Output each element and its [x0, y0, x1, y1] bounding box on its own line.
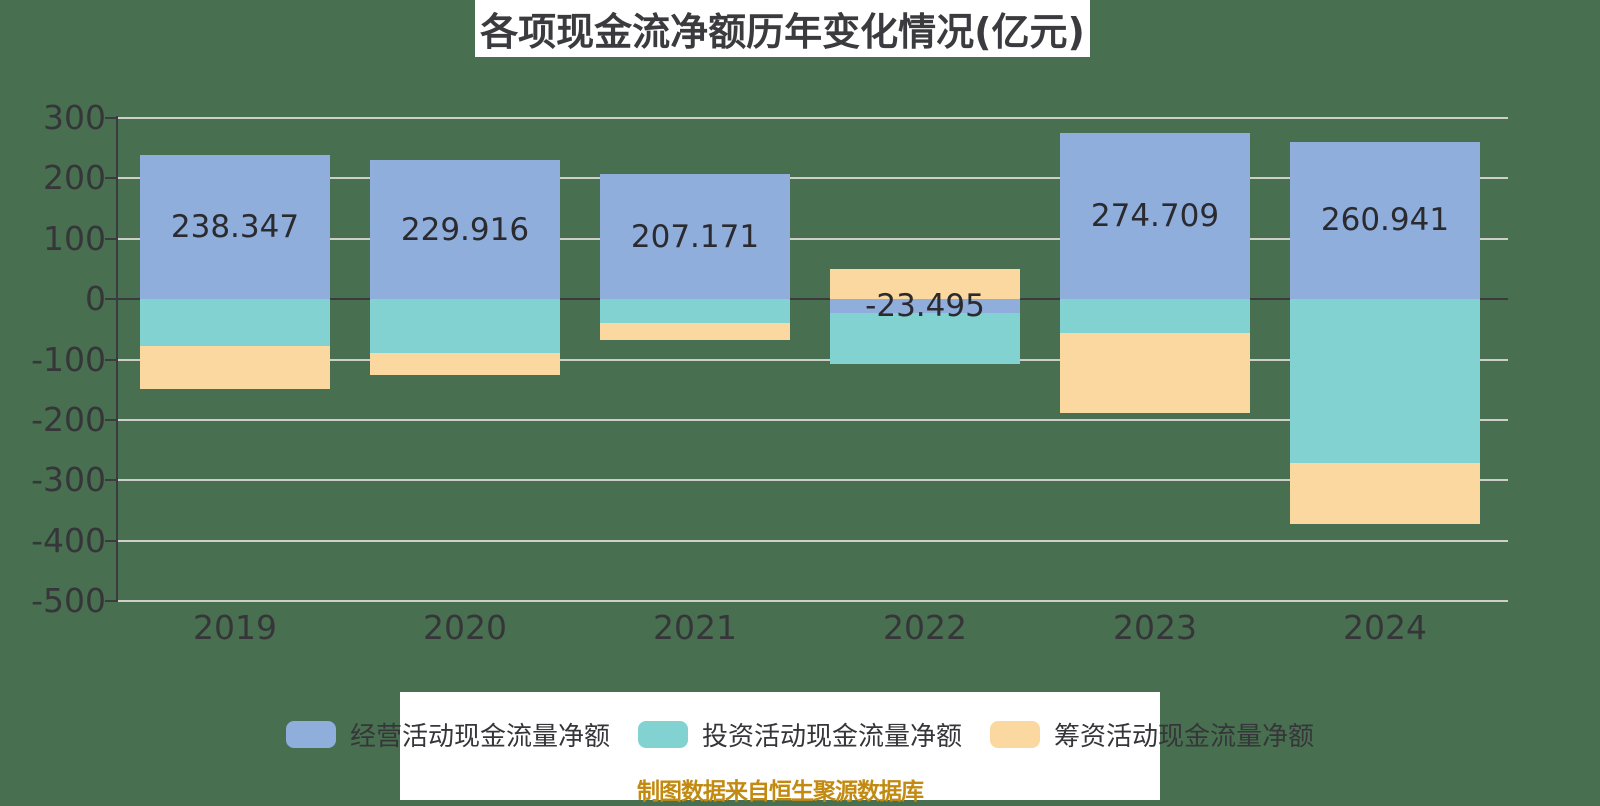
- x-tick-label-2021: 2021: [653, 608, 737, 647]
- x-tick-label-2020: 2020: [423, 608, 507, 647]
- y-tick--200: [105, 418, 118, 421]
- bar-segment-financing-2020: [370, 353, 560, 375]
- y-tick--100: [105, 358, 118, 361]
- legend-swatch-investing: [637, 721, 688, 748]
- bar-segment-financing-2021: [600, 323, 790, 340]
- y-tick-100: [105, 237, 118, 240]
- gridline-0: [118, 298, 1508, 301]
- y-tick--400: [105, 539, 118, 542]
- bar-segment-investing-2024: [1290, 299, 1480, 464]
- gridline--100: [118, 358, 1508, 361]
- bar-segment-operating-2020: [370, 160, 560, 300]
- y-tick-label--100: -100: [31, 339, 106, 379]
- gridline--200: [118, 418, 1508, 421]
- legend-item-financing[interactable]: 筹资活动现金流量净额: [990, 716, 1314, 753]
- legend-item-operating[interactable]: 经营活动现金流量净额: [285, 716, 610, 753]
- y-tick-0: [105, 298, 118, 301]
- bar-segment-operating-2022: [830, 299, 1020, 314]
- gridline-100: [118, 237, 1508, 240]
- legend-swatch-financing: [990, 721, 1040, 748]
- bar-segment-operating-2023: [1060, 133, 1250, 300]
- bar-segment-financing-2019: [140, 346, 330, 390]
- y-axis-line: [116, 116, 118, 602]
- footer-credit: 制图数据来自恒生聚源数据库: [637, 779, 924, 805]
- bar-segment-financing-2024: [1290, 463, 1480, 525]
- bar-segment-financing-2023: [1060, 332, 1250, 414]
- bar-value-label-2021: 207.171: [630, 218, 760, 255]
- legend-item-investing[interactable]: 投资活动现金流量净额: [637, 716, 962, 753]
- legend-label-operating: 经营活动现金流量净额: [349, 722, 610, 752]
- legend-label-financing: 筹资活动现金流量净额: [1054, 722, 1315, 752]
- bar-segment-investing-2020: [370, 299, 560, 354]
- y-tick-label-200: 200: [43, 158, 106, 198]
- bar-segment-investing-2021: [600, 299, 790, 324]
- gridline--500: [118, 600, 1508, 602]
- gridline-300: [118, 117, 1508, 119]
- bar-segment-investing-2023: [1060, 299, 1250, 333]
- x-tick-label-2024: 2024: [1343, 608, 1427, 647]
- bar-segment-financing-2022: [830, 268, 1020, 300]
- y-tick-label-0: 0: [85, 279, 106, 319]
- x-tick-label-2019: 2019: [193, 608, 277, 647]
- chart-title-panel: 各项现金流净额历年变化情况(亿元): [475, 0, 1090, 57]
- x-tick-label-2023: 2023: [1113, 608, 1197, 647]
- y-tick-label--200: -200: [31, 399, 106, 439]
- bar-value-label-2023: 274.709: [1090, 198, 1220, 235]
- bar-segment-operating-2021: [600, 174, 790, 300]
- y-tick-label--500: -500: [31, 581, 106, 620]
- bar-value-label-2019: 238.347: [170, 209, 300, 246]
- bar-segment-investing-2022: [830, 313, 1020, 365]
- bar-segment-investing-2019: [140, 299, 330, 347]
- legend: 经营活动现金流量净额 投资活动现金流量净额 筹资活动现金流量净额: [0, 716, 1600, 753]
- bar-value-label-2024: 260.941: [1320, 202, 1450, 239]
- bar-value-label-2020: 229.916: [400, 211, 530, 248]
- bar-segment-operating-2024: [1290, 141, 1480, 300]
- legend-label-investing: 投资活动现金流量净额: [701, 722, 962, 752]
- gridline--400: [118, 539, 1508, 542]
- y-tick-300: [105, 117, 118, 119]
- y-tick--500: [105, 600, 118, 602]
- x-tick-label-2022: 2022: [883, 608, 967, 647]
- gridline-200: [118, 177, 1508, 180]
- gridline--300: [118, 479, 1508, 482]
- chart-title: 各项现金流净额历年变化情况(亿元): [480, 10, 1085, 54]
- y-tick-label--300: -300: [31, 460, 106, 500]
- legend-swatch-operating: [285, 721, 336, 748]
- y-tick-label-300: 300: [43, 98, 106, 137]
- y-tick-label-100: 100: [43, 218, 106, 258]
- bar-segment-operating-2019: [140, 155, 330, 300]
- y-tick--300: [105, 479, 118, 482]
- y-tick-200: [105, 177, 118, 180]
- bar-value-label-2022: -23.495: [865, 288, 985, 325]
- y-tick-label--400: -400: [31, 520, 106, 560]
